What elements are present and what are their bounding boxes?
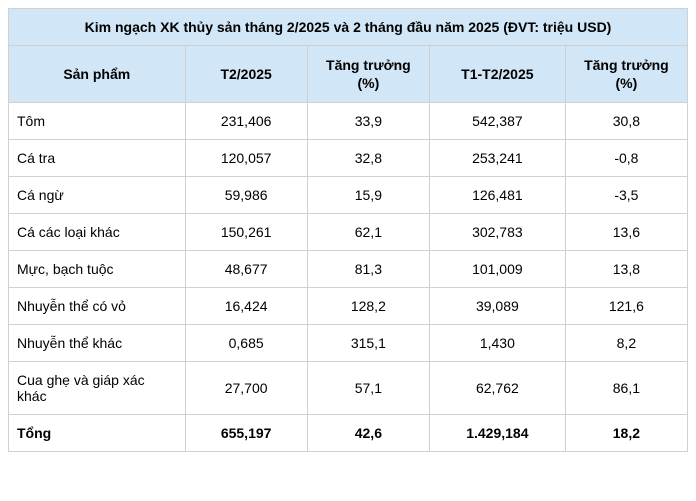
table-row: Cá các loại khác150,26162,1302,78313,6	[9, 214, 688, 251]
cell-t2: 150,261	[185, 214, 307, 251]
cell-growth12: 86,1	[565, 362, 687, 415]
cell-growth2: 33,9	[307, 103, 429, 140]
table-row: Cua ghẹ và giáp xác khác27,70057,162,762…	[9, 362, 688, 415]
cell-t12: 39,089	[429, 288, 565, 325]
cell-t12: 1.429,184	[429, 415, 565, 452]
cell-product: Tổng	[9, 415, 186, 452]
table-row: Nhuyễn thể khác0,685315,11,4308,2	[9, 325, 688, 362]
cell-product: Cá các loại khác	[9, 214, 186, 251]
cell-product: Mực, bạch tuộc	[9, 251, 186, 288]
cell-t12: 542,387	[429, 103, 565, 140]
cell-growth2: 15,9	[307, 177, 429, 214]
cell-growth12: 18,2	[565, 415, 687, 452]
table-row-total: Tổng655,19742,61.429,18418,2	[9, 415, 688, 452]
table-row: Nhuyễn thể có vỏ16,424128,239,089121,6	[9, 288, 688, 325]
table-row: Tôm231,40633,9542,38730,8	[9, 103, 688, 140]
cell-t2: 16,424	[185, 288, 307, 325]
cell-growth2: 42,6	[307, 415, 429, 452]
cell-t12: 1,430	[429, 325, 565, 362]
col-growth2: Tăng trưởng (%)	[307, 46, 429, 103]
table-row: Cá tra120,05732,8253,241-0,8	[9, 140, 688, 177]
col-t2: T2/2025	[185, 46, 307, 103]
cell-product: Cá ngừ	[9, 177, 186, 214]
cell-t12: 126,481	[429, 177, 565, 214]
cell-growth2: 57,1	[307, 362, 429, 415]
cell-growth12: -3,5	[565, 177, 687, 214]
cell-product: Cua ghẹ và giáp xác khác	[9, 362, 186, 415]
export-table: Sản phẩm T2/2025 Tăng trưởng (%) T1-T2/2…	[8, 45, 688, 452]
cell-t2: 0,685	[185, 325, 307, 362]
table-row: Mực, bạch tuộc48,67781,3101,00913,8	[9, 251, 688, 288]
cell-growth2: 315,1	[307, 325, 429, 362]
cell-growth2: 81,3	[307, 251, 429, 288]
cell-t12: 101,009	[429, 251, 565, 288]
cell-t2: 655,197	[185, 415, 307, 452]
cell-growth12: -0,8	[565, 140, 687, 177]
cell-growth12: 8,2	[565, 325, 687, 362]
table-title: Kim ngạch XK thủy sản tháng 2/2025 và 2 …	[8, 8, 688, 45]
cell-product: Tôm	[9, 103, 186, 140]
cell-product: Cá tra	[9, 140, 186, 177]
cell-product: Nhuyễn thể có vỏ	[9, 288, 186, 325]
cell-growth12: 121,6	[565, 288, 687, 325]
col-growth12: Tăng trưởng (%)	[565, 46, 687, 103]
cell-product: Nhuyễn thể khác	[9, 325, 186, 362]
cell-growth12: 13,8	[565, 251, 687, 288]
cell-t2: 231,406	[185, 103, 307, 140]
cell-t12: 62,762	[429, 362, 565, 415]
cell-growth2: 32,8	[307, 140, 429, 177]
cell-growth2: 62,1	[307, 214, 429, 251]
table-row: Cá ngừ59,98615,9126,481-3,5	[9, 177, 688, 214]
table-container: Kim ngạch XK thủy sản tháng 2/2025 và 2 …	[8, 8, 688, 452]
cell-t2: 59,986	[185, 177, 307, 214]
cell-growth12: 13,6	[565, 214, 687, 251]
col-t12: T1-T2/2025	[429, 46, 565, 103]
table-body: Tôm231,40633,9542,38730,8Cá tra120,05732…	[9, 103, 688, 452]
col-product: Sản phẩm	[9, 46, 186, 103]
table-header: Sản phẩm T2/2025 Tăng trưởng (%) T1-T2/2…	[9, 46, 688, 103]
cell-t2: 27,700	[185, 362, 307, 415]
cell-t2: 120,057	[185, 140, 307, 177]
cell-t12: 302,783	[429, 214, 565, 251]
cell-growth12: 30,8	[565, 103, 687, 140]
cell-t12: 253,241	[429, 140, 565, 177]
cell-growth2: 128,2	[307, 288, 429, 325]
cell-t2: 48,677	[185, 251, 307, 288]
